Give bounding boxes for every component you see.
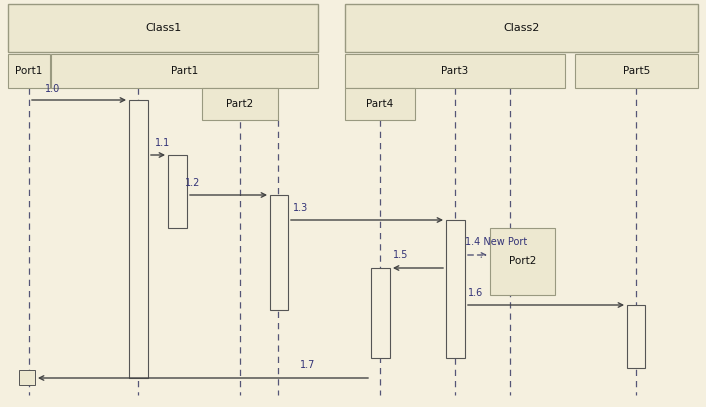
Bar [270,195,288,310]
Text: Port2: Port2 [509,256,536,267]
Text: 1.4 New Port: 1.4 New Port [465,237,527,247]
Text: 1.5: 1.5 [393,250,408,260]
Bar [345,88,415,120]
Bar [627,305,645,368]
Text: Part5: Part5 [623,66,650,76]
Bar [168,155,187,228]
Text: Part2: Part2 [227,99,253,109]
Text: Part3: Part3 [441,66,469,76]
Text: Part1: Part1 [171,66,198,76]
Text: 1.2: 1.2 [185,178,201,188]
Text: 1.6: 1.6 [468,288,483,298]
Bar [345,54,565,88]
Bar [51,54,318,88]
Text: 1.7: 1.7 [300,360,316,370]
Bar [575,54,698,88]
Bar [19,370,35,385]
Bar [490,228,555,295]
Bar [129,100,148,378]
Text: 1.3: 1.3 [293,203,309,213]
Bar [371,268,390,358]
Text: Class2: Class2 [503,23,539,33]
Text: 1.0: 1.0 [45,84,60,94]
Bar [202,88,278,120]
Bar [8,4,318,52]
Text: Part4: Part4 [366,99,394,109]
Bar [345,4,698,52]
Text: Port1: Port1 [16,66,42,76]
Text: Class1: Class1 [145,23,181,33]
Bar [8,54,50,88]
Text: 1.1: 1.1 [155,138,170,148]
Bar [446,220,465,358]
